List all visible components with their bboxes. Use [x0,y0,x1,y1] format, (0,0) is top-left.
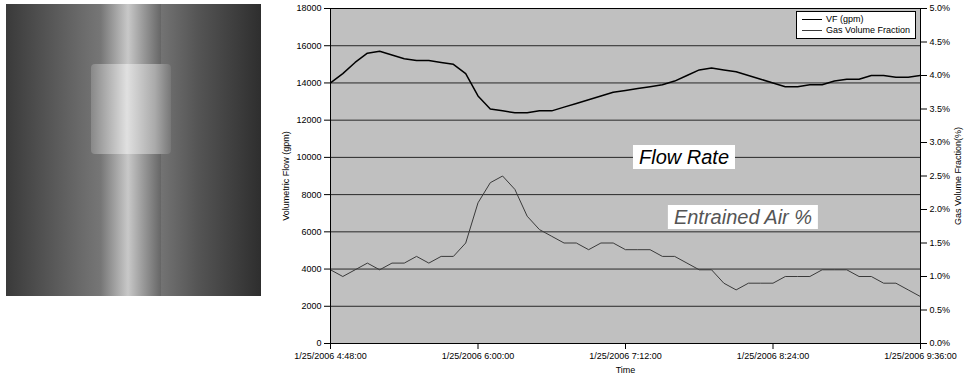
svg-text:18000: 18000 [296,3,321,13]
svg-text:10000: 10000 [296,152,321,162]
svg-text:1/25/2006 7:12:00: 1/25/2006 7:12:00 [589,351,662,361]
svg-text:0.5%: 0.5% [930,305,951,315]
svg-text:3.0%: 3.0% [930,137,951,147]
svg-text:1.5%: 1.5% [930,238,951,248]
svg-text:2.0%: 2.0% [930,204,951,214]
svg-text:1/25/2006 4:48:00: 1/25/2006 4:48:00 [294,351,367,361]
svg-text:0.0%: 0.0% [930,338,951,348]
svg-text:5.0%: 5.0% [930,3,951,13]
svg-text:4000: 4000 [301,264,321,274]
svg-text:0: 0 [316,338,321,348]
svg-text:1/25/2006 8:24:00: 1/25/2006 8:24:00 [737,351,810,361]
html-text:Gas Volume Fraction: Gas Volume Fraction [826,25,910,35]
svg-text:16000: 16000 [296,41,321,51]
svg-text:Volumetric Flow (gpm): Volumetric Flow (gpm) [281,131,291,221]
svg-text:Time: Time [616,365,636,375]
svg-text:4.5%: 4.5% [930,37,951,47]
svg-text:3.5%: 3.5% [930,104,951,114]
svg-text:14000: 14000 [296,78,321,88]
svg-text:2000: 2000 [301,301,321,311]
svg-text:1.0%: 1.0% [930,271,951,281]
svg-text:1/25/2006 6:00:00: 1/25/2006 6:00:00 [442,351,515,361]
svg-text:Gas Volume Fraction(%): Gas Volume Fraction(%) [953,127,963,225]
html-text:VF (gpm): VF (gpm) [826,14,864,24]
svg-text:12000: 12000 [296,115,321,125]
html-text:Entrained Air %: Entrained Air % [673,206,813,229]
svg-text:1/25/2006 9:36:00: 1/25/2006 9:36:00 [884,351,957,361]
svg-text:6000: 6000 [301,227,321,237]
svg-text:4.0%: 4.0% [930,70,951,80]
html-text:Flow Rate: Flow Rate [639,146,729,169]
svg-text:8000: 8000 [301,189,321,199]
svg-text:2.5%: 2.5% [930,171,951,181]
